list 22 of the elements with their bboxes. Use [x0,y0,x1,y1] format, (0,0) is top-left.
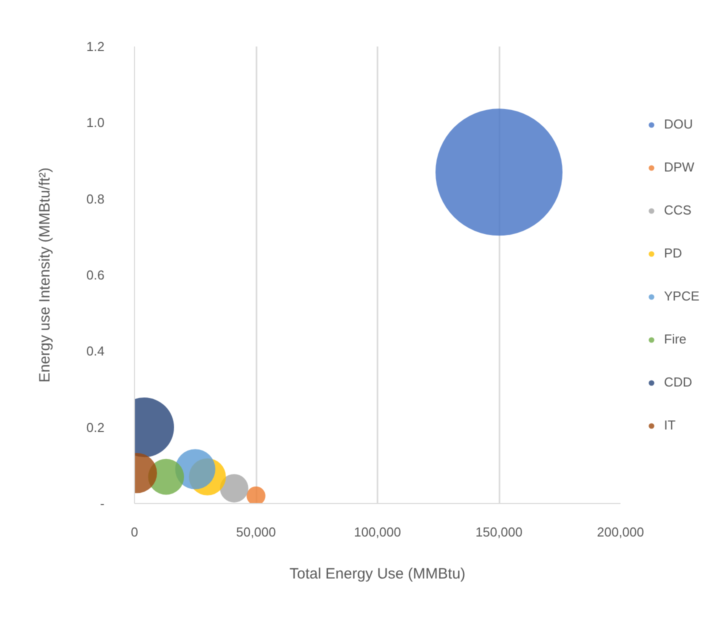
x-axis-title: Total Energy Use (MMBtu) [290,566,466,582]
legend-label: YPCE [664,288,700,304]
legend-label: CCS [664,202,692,218]
x-tick-label: 150,000 [476,524,523,540]
y-tick-label: 0.6 [86,268,105,282]
legend-label: DOU [664,116,693,132]
x-tick-label: 200,000 [597,524,644,540]
x-tick-label: 100,000 [354,524,402,540]
y-tick-label: 1.2 [86,39,105,54]
x-tick-label: 50,000 [236,524,276,540]
y-tick-label: 0.8 [86,191,105,206]
y-axis-title: Energy use Intensity (MMBtu/ft²) [36,167,54,383]
legend-label: IT [664,418,677,432]
y-tick-label: 0.4 [86,344,105,359]
legend-label: PD [664,246,684,260]
legend-label: Fire [664,332,686,346]
legend-label: CDD [664,374,692,390]
y-tick-label: - [100,496,105,511]
y-tick-label: 0.2 [86,420,105,435]
legend-label: DPW [664,160,694,174]
y-tick-label: 1.0 [86,115,105,130]
x-tick-label: 0 [130,524,138,540]
